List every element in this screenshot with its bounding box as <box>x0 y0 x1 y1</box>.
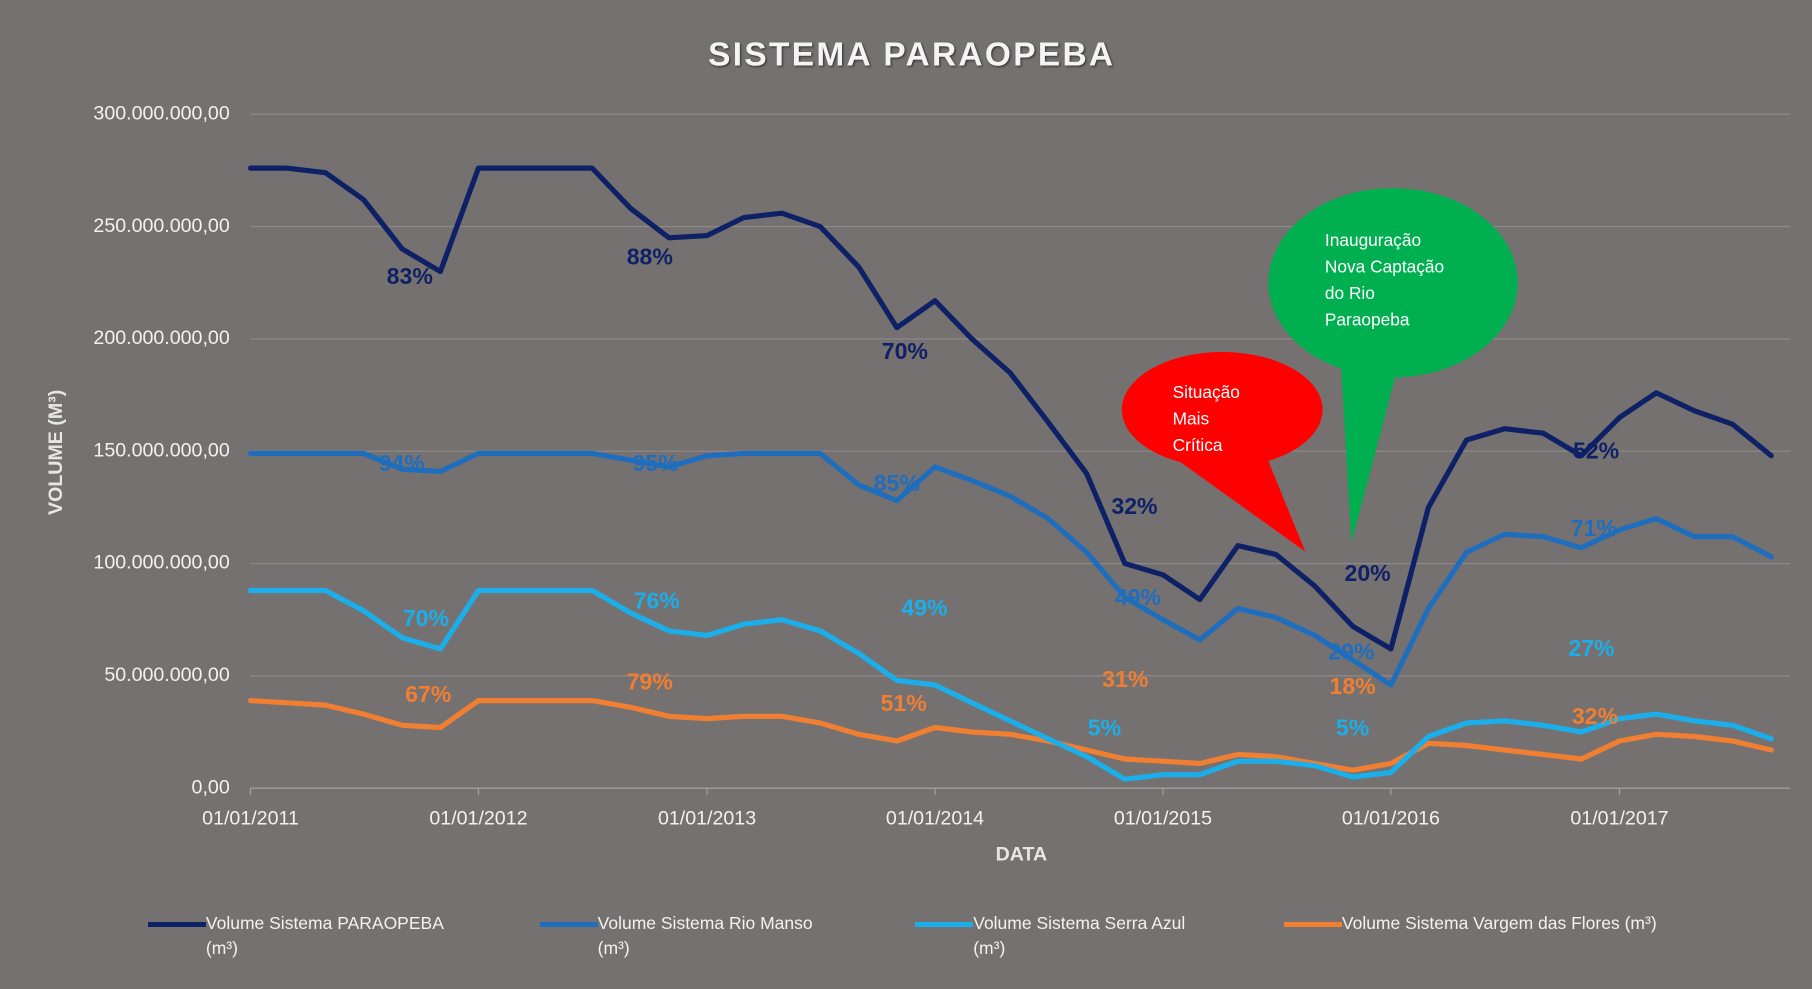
legend-swatch <box>915 921 974 927</box>
legend-swatch <box>147 921 206 927</box>
callout-shape <box>1166 438 1306 552</box>
x-tick-label: 01/01/2014 <box>886 808 984 830</box>
annotation: 76% <box>634 587 680 613</box>
x-tick-label: 01/01/2011 <box>202 808 299 830</box>
callout-text: do Rio <box>1325 283 1375 303</box>
legend-label: Volume Sistema PARAOPEBA (m³) <box>205 912 443 958</box>
annotation: 29% <box>1328 638 1374 664</box>
chart-title: SISTEMA PARAOPEBA <box>708 36 1115 73</box>
x-tick-label: 01/01/2017 <box>1570 808 1668 830</box>
annotation: 32% <box>1572 703 1618 729</box>
annotation: 83% <box>387 263 433 289</box>
y-tick-label: 300.000.000,00 <box>93 102 229 124</box>
callout-text: Inauguração <box>1325 230 1421 250</box>
y-tick-label: 250.000.000,00 <box>93 215 229 237</box>
legend-label: Volume Sistema Rio Manso (m³) <box>597 912 813 958</box>
series-line <box>247 165 1774 652</box>
annotation: 31% <box>1102 666 1148 692</box>
annotation: 27% <box>1568 635 1614 661</box>
y-tick-label: 150.000.000,00 <box>93 439 229 461</box>
callout-text: Nova Captação <box>1325 256 1444 276</box>
x-axis-title: DATA <box>996 843 1048 865</box>
annotation: 85% <box>874 470 920 496</box>
x-tick-label: 01/01/2016 <box>1342 808 1440 830</box>
y-tick-label: 0,00 <box>192 776 230 798</box>
series-line <box>247 698 1774 773</box>
annotation: 20% <box>1345 560 1391 586</box>
legend-item: Volume Sistema Rio Manso (m³) <box>539 911 846 962</box>
annotation: 5% <box>1088 714 1121 740</box>
legend-item: Volume Sistema Vargem das Flores (m³) <box>1283 911 1666 936</box>
series-line <box>247 587 1774 782</box>
annotation: 18% <box>1330 673 1376 699</box>
legend-swatch <box>1283 921 1342 927</box>
y-tick-label: 200.000.000,00 <box>93 327 229 349</box>
annotation: 94% <box>379 450 425 476</box>
x-tick-label: 01/01/2013 <box>658 808 756 830</box>
grid: 0,00 50.000.000,00 100.000.000,00 150.000.0… <box>93 102 1790 830</box>
callout-shape <box>1268 188 1518 378</box>
annotation: 88% <box>627 244 673 270</box>
annotations: 83% 88% 70% 32% 20% 52% 94% 95% 85% 49% 29% 71% 70% 7… <box>379 244 1620 741</box>
x-tick-label: 01/01/2015 <box>1114 808 1212 830</box>
annotation: 49% <box>1115 584 1161 610</box>
callout-text: Mais <box>1173 409 1210 429</box>
annotation: 32% <box>1111 493 1157 519</box>
legend-swatch <box>539 921 598 927</box>
y-tick-label: 100.000.000,00 <box>93 552 229 574</box>
y-axis-title: VOLUME (M³) <box>45 390 67 515</box>
callout-shape <box>1121 351 1323 468</box>
callout-text: Paraopeba <box>1325 309 1410 329</box>
annotation: 52% <box>1573 437 1619 463</box>
annotation: 70% <box>403 605 449 631</box>
series-line <box>247 450 1774 688</box>
legend-label: Volume Sistema Serra Azul (m³) <box>973 912 1186 958</box>
annotation: 79% <box>627 668 673 694</box>
annotation: 70% <box>882 338 928 364</box>
legend-item: Volume Sistema PARAOPEBA (m³) <box>147 911 466 962</box>
legend-label: Volume Sistema Vargem das Flores (m³) <box>1341 912 1657 933</box>
annotation: 5% <box>1336 714 1369 740</box>
annotation: 71% <box>1571 515 1617 541</box>
callout-shape <box>1339 346 1404 543</box>
annotation: 51% <box>881 690 927 716</box>
y-tick-label: 50.000.000,00 <box>104 664 229 686</box>
callout-text: Situação <box>1173 382 1240 402</box>
legend-item: Volume Sistema Serra Azul (m³) <box>915 911 1221 962</box>
callout-text: Crítica <box>1173 435 1223 455</box>
annotation: 49% <box>901 594 947 620</box>
annotation: 67% <box>405 681 451 707</box>
annotation: 95% <box>632 450 678 476</box>
lines <box>247 165 1774 782</box>
callouts: Situação Mais Crítica Inauguração Nova Capta… <box>1121 188 1518 552</box>
x-tick-label: 01/01/2012 <box>429 808 527 830</box>
